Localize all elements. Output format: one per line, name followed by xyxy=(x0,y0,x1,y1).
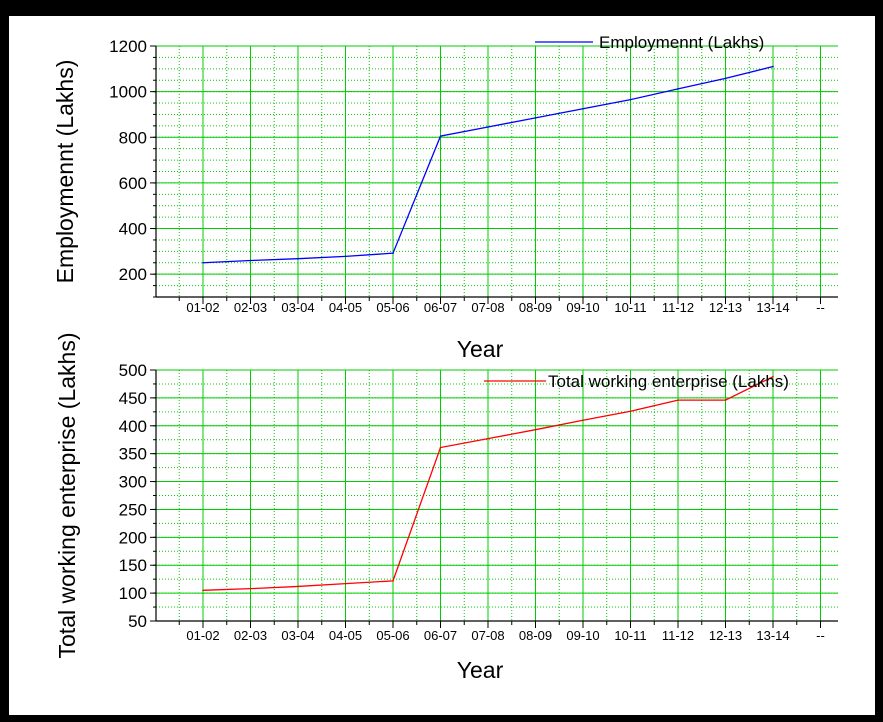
x-axis-title: Year xyxy=(457,336,504,362)
data-point xyxy=(344,255,347,258)
x-tick-label: 04-05 xyxy=(329,300,362,315)
data-point xyxy=(249,587,252,590)
y-tick-label: 800 xyxy=(119,128,147,147)
data-point xyxy=(439,135,442,137)
x-tick-label: 12-13 xyxy=(709,300,742,315)
x-tick-label: 01-02 xyxy=(186,300,219,315)
x-tick-label: 06-07 xyxy=(424,628,457,643)
x-tick-label: 05-06 xyxy=(376,628,409,643)
data-point xyxy=(202,261,204,264)
y-tick-label: 300 xyxy=(119,473,147,492)
x-tick-label: 05-06 xyxy=(376,300,409,315)
data-point xyxy=(677,399,679,401)
data-point xyxy=(582,419,584,422)
data-point xyxy=(629,410,632,413)
data-point xyxy=(629,98,632,101)
data-point xyxy=(249,259,252,262)
x-tick-label: -- xyxy=(816,300,825,315)
y-tick-label: 100 xyxy=(119,584,147,603)
data-point xyxy=(724,77,727,80)
chart-figure: 200 400 600 800 1000 1200 01-02 02-03 03-04 04-05… xyxy=(52,33,838,683)
x-tick-label: 10-11 xyxy=(614,628,646,643)
data-point xyxy=(772,375,774,378)
x-tick-label: 03-04 xyxy=(281,628,314,643)
data-point xyxy=(724,399,727,401)
data-point xyxy=(439,446,442,449)
x-tick-label: 07-08 xyxy=(471,628,504,643)
x-tick-label: 07-08 xyxy=(471,300,504,315)
y-tick-label: 150 xyxy=(119,556,147,575)
data-point xyxy=(297,257,299,260)
data-point xyxy=(297,585,299,588)
y-tick-label: 200 xyxy=(119,528,147,547)
x-tick-label: 03-04 xyxy=(281,300,314,315)
y-tick-label: 1200 xyxy=(109,37,147,56)
x-tick-label: 08-09 xyxy=(519,628,552,643)
data-point xyxy=(487,126,489,128)
y-tick-label: 350 xyxy=(119,445,147,464)
data-point xyxy=(534,117,537,119)
x-tick-label: 10-11 xyxy=(614,300,646,315)
x-tick-label: 11-12 xyxy=(662,300,694,315)
x-tick-label: 11-12 xyxy=(662,628,694,643)
x-tick-label: 13-14 xyxy=(756,628,789,643)
y-tick-label: 50 xyxy=(128,612,147,631)
x-tick-label: 09-10 xyxy=(566,300,599,315)
y-axis-title: Total working enterprise (Lakhs) xyxy=(54,333,80,659)
x-tick-label: 09-10 xyxy=(566,628,599,643)
y-tick-label: 500 xyxy=(119,361,147,380)
legend-label: Employmennt (Lakhs) xyxy=(599,33,764,52)
y-tick-label: 400 xyxy=(119,417,147,436)
x-tick-label: 04-05 xyxy=(329,628,362,643)
x-tick-label: 01-02 xyxy=(186,628,219,643)
data-point xyxy=(344,582,347,585)
x-tick-label: 12-13 xyxy=(709,628,742,643)
data-point xyxy=(202,589,204,592)
data-point xyxy=(392,252,394,254)
legend-label: Total working enterprise (Lakhs) xyxy=(548,372,789,391)
figure-frame: 200 400 600 800 1000 1200 01-02 02-03 03-04 04-05… xyxy=(9,16,875,715)
x-tick-label: 06-07 xyxy=(424,300,457,315)
y-tick-label: 200 xyxy=(119,265,147,284)
data-point xyxy=(677,88,679,90)
x-tick-label: -- xyxy=(816,628,825,643)
data-point xyxy=(487,437,489,440)
y-tick-label: 1000 xyxy=(109,83,147,102)
x-tick-label: 08-09 xyxy=(519,300,552,315)
y-axis-title: Employmennt (Lakhs) xyxy=(52,60,78,284)
data-point xyxy=(392,580,394,582)
x-axis-title: Year xyxy=(457,657,504,683)
data-point xyxy=(582,107,584,110)
y-tick-label: 450 xyxy=(119,389,147,408)
y-tick-label: 600 xyxy=(119,174,147,193)
x-tick-label: 02-03 xyxy=(234,628,267,643)
x-tick-label: 02-03 xyxy=(234,300,267,315)
y-tick-label: 400 xyxy=(119,220,147,239)
y-tick-label: 250 xyxy=(119,500,147,519)
data-point xyxy=(534,428,537,431)
data-point xyxy=(772,65,774,68)
x-tick-label: 13-14 xyxy=(756,300,789,315)
